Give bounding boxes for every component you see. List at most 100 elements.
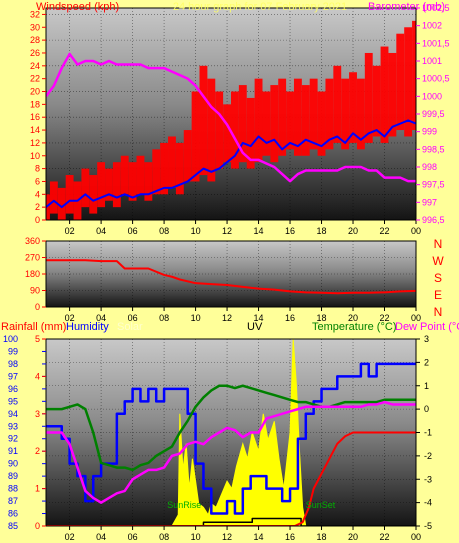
- y-tick-label: 1001: [422, 56, 442, 66]
- windspeed-bar: [49, 181, 58, 214]
- compass-letter: W: [432, 254, 444, 268]
- compass-letter: N: [434, 305, 443, 319]
- x-tick-label: 12: [222, 313, 232, 323]
- x-tick-label: 16: [285, 532, 295, 542]
- x-tick-label: 10: [191, 313, 201, 323]
- x-tick-label: 20: [348, 532, 358, 542]
- y-tick-label: 0: [424, 404, 429, 414]
- windspeed-bar: [380, 46, 389, 143]
- x-tick-label: 12: [222, 532, 232, 542]
- windspeed-bar: [349, 72, 357, 143]
- legend-solar: Solar: [117, 321, 143, 333]
- solar-area: [171, 339, 307, 526]
- y-tick-label: 1: [424, 381, 429, 391]
- y-tick-label: 90: [8, 459, 18, 469]
- x-tick-label: 00: [411, 532, 421, 542]
- y-tick-label: 86: [8, 509, 18, 519]
- y-tick-label: -2: [424, 451, 432, 461]
- y-tick-label: 12: [30, 138, 40, 148]
- x-tick-label: 14: [254, 226, 264, 236]
- y-tick-label: 1000: [422, 91, 442, 101]
- windspeed-bar: [404, 27, 413, 137]
- windspeed-bar: [317, 91, 326, 156]
- y-tick-label: 998: [422, 162, 437, 172]
- y-tick-label: 8: [35, 164, 40, 174]
- windspeed-bar: [46, 194, 50, 220]
- y-tick-label: 85: [8, 521, 18, 531]
- y-tick-label: 98: [8, 359, 18, 369]
- y-tick-label: 22: [30, 74, 40, 84]
- x-tick-label: 04: [96, 313, 106, 323]
- windspeed-bar: [262, 91, 271, 156]
- legend-uv: UV: [247, 321, 263, 333]
- y-tick-label: 0: [35, 302, 40, 312]
- x-tick-label: 18: [317, 532, 327, 542]
- windspeed-bar: [120, 155, 129, 195]
- y-tick-label: 997: [422, 197, 437, 207]
- panel1-axes: 02 04 06 08 10 12 14 16 18 20 22 000246810121416182…: [30, 3, 450, 236]
- y-tick-label: 30: [30, 22, 40, 32]
- legend-humidity: Humidity: [66, 321, 109, 333]
- x-tick-label: 20: [348, 226, 358, 236]
- windspeed-bar: [65, 175, 74, 214]
- windspeed-bar: [175, 142, 184, 195]
- y-tick-label: 5: [35, 334, 40, 344]
- windspeed-bar: [333, 65, 342, 143]
- y-tick-label: 999: [422, 127, 437, 137]
- x-tick-label: 22: [380, 313, 390, 323]
- x-tick-label: 22: [380, 532, 390, 542]
- y-tick-label: 97: [8, 371, 18, 381]
- y-tick-label: 1: [35, 484, 40, 494]
- y-tick-label: 1000,5: [422, 74, 450, 84]
- y-tick-label: 3: [424, 334, 429, 344]
- windspeed-bar: [128, 162, 137, 201]
- y-tick-label: 92: [8, 434, 18, 444]
- y-tick-label: -3: [424, 474, 432, 484]
- windspeed-bar: [207, 78, 216, 182]
- temperature-line: [46, 384, 416, 472]
- y-tick-label: 0: [35, 521, 40, 531]
- windspeed-bar: [199, 65, 208, 176]
- x-tick-label: 10: [191, 532, 201, 542]
- y-tick-label: 180: [25, 269, 40, 279]
- windspeed-bar: [278, 78, 287, 156]
- y-tick-label: 998,5: [422, 144, 445, 154]
- windspeed-bar: [152, 149, 161, 195]
- y-tick-label: 0: [35, 215, 40, 225]
- windspeed-bar: [388, 52, 397, 137]
- sunrise-label: SunRise: [167, 500, 201, 510]
- rainfall-line: [46, 431, 416, 526]
- y-tick-label: 20: [30, 87, 40, 97]
- dew-point-line: [46, 400, 416, 504]
- panel1-plot: [46, 20, 416, 220]
- x-tick-label: 08: [159, 532, 169, 542]
- x-tick-label: 14: [254, 313, 264, 323]
- windspeed-bar: [97, 162, 106, 208]
- windspeed-bar: [372, 65, 381, 137]
- y-tick-label: 2: [424, 357, 429, 367]
- y-tick-label: 89: [8, 471, 18, 481]
- windspeed-bar: [136, 155, 145, 195]
- y-tick-label: 100: [3, 334, 18, 344]
- y-tick-label: 1002,5: [422, 3, 450, 13]
- windspeed-bar: [254, 78, 263, 163]
- windspeed-bar: [89, 175, 98, 214]
- y-tick-label: 1001,5: [422, 38, 450, 48]
- y-tick-label: -5: [424, 521, 432, 531]
- sunset-label: SunSet: [306, 500, 336, 510]
- y-tick-label: 14: [30, 125, 40, 135]
- y-tick-label: 6: [35, 176, 40, 186]
- y-tick-label: 26: [30, 48, 40, 58]
- windspeed-bar: [168, 136, 176, 188]
- windspeed-bar: [160, 142, 169, 195]
- windspeed-bar: [301, 85, 310, 156]
- y-tick-label: 360: [25, 236, 40, 246]
- x-tick-label: 06: [128, 532, 138, 542]
- windspeed-bar: [325, 78, 334, 150]
- windspeed-bar: [356, 78, 365, 150]
- x-tick-label: 18: [317, 226, 327, 236]
- y-tick-label: 99: [8, 346, 18, 356]
- x-tick-label: 04: [96, 532, 106, 542]
- panel3-plot: [46, 339, 416, 526]
- legend-dew-point: Dew Point (°C): [395, 321, 459, 333]
